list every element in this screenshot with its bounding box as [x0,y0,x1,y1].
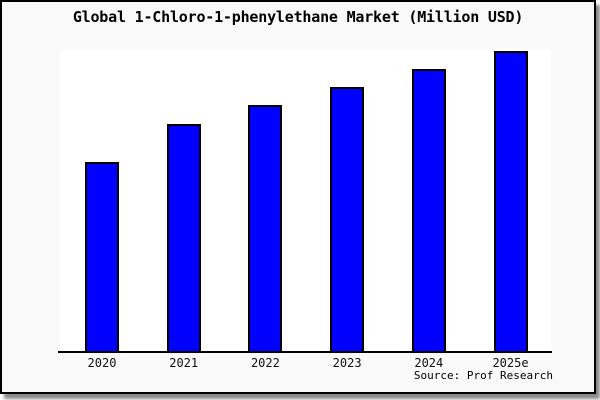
chart-card: Global 1-Chloro-1-phenylethane Market (M… [0,0,596,394]
x-tick-label-2022: 2022 [250,356,280,370]
bar-2024 [411,68,446,351]
x-tick-label-2023: 2023 [332,356,362,370]
x-axis-line [58,351,552,353]
x-tick-label-2020: 2020 [87,356,117,370]
bar-2021 [166,124,201,351]
source-credit: Source: Prof Research [413,369,553,382]
plot-area [60,49,551,351]
x-tick-label-2021: 2021 [169,356,199,370]
bar-2025e [493,50,528,351]
bar-2022 [248,104,283,351]
bar-2023 [330,86,365,351]
x-tick-label-2025e: 2025e [492,356,529,370]
bar-2020 [85,161,119,351]
chart-title: Global 1-Chloro-1-phenylethane Market (M… [72,8,524,26]
x-tick-label-2024: 2024 [414,356,444,370]
